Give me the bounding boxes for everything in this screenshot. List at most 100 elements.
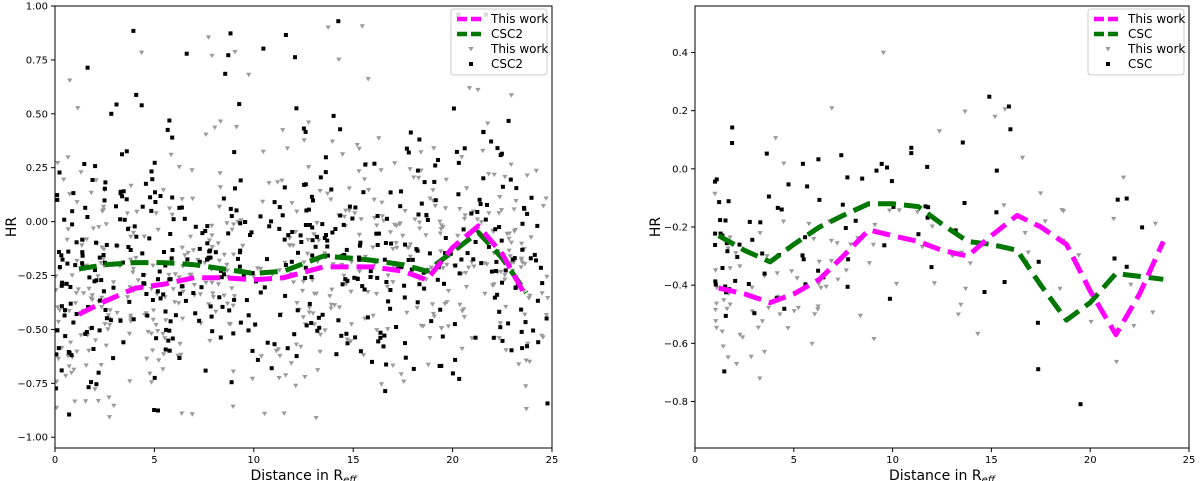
scatter-point-csc2 [339,333,344,338]
scatter-point-this-work [425,362,431,368]
scatter-point-this-work [150,348,156,353]
scatter-point-csc [925,215,930,220]
scatter-point-csc2 [64,281,69,286]
scatter-point-csc2 [540,281,545,286]
scatter-point-csc2 [377,231,381,236]
scatter-point-this-work [78,333,84,338]
scatter-point-this-work [871,337,877,342]
scatter-point-csc [925,164,930,169]
scatter-point-this-work [179,411,185,416]
scatter-point-this-work [444,262,450,268]
scatter-point-this-work [301,138,307,143]
scatter-point-this-work [508,93,514,98]
legend-square-marker [1106,62,1110,66]
scatter-point-this-work [55,356,62,362]
scatter-point-csc2 [158,296,163,301]
scatter-point-csc2 [228,31,233,36]
scatter-point-this-work [322,251,328,256]
scatter-point-this-work [486,172,492,177]
scatter-point-this-work [373,292,380,297]
scatter-point-this-work [392,161,398,166]
scatter-point-this-work [427,196,433,201]
scatter-point-this-work [404,310,410,316]
scatter-point-csc2 [80,237,85,242]
scatter-point-this-work [240,243,246,249]
scatter-point-csc2 [94,278,99,283]
scatter-point-csc2 [415,300,420,305]
scatter-point-this-work [828,259,834,264]
scatter-point-csc [779,207,784,212]
scatter-point-this-work [135,278,141,283]
scatter-point-csc2 [246,313,251,318]
scatter-point-this-work [812,312,818,317]
scatter-point-csc2 [294,106,299,111]
x-axis-label: Distance in Reff [889,468,997,481]
scatter-point-this-work [185,250,191,256]
scatter-point-this-work [114,310,120,316]
scatter-point-csc2 [205,241,210,246]
scatter-point-csc [726,199,731,204]
scatter-point-csc [839,153,844,158]
scatter-point-csc [1006,104,1011,109]
scatter-point-csc2 [59,253,64,258]
y-tick-label: 0.4 [672,48,688,59]
scatter-point-this-work [276,376,282,381]
scatter-point-csc [962,201,967,205]
scatter-point-this-work [471,264,477,269]
scatter-point-this-work [203,280,209,286]
scatter-point-this-work [327,294,333,299]
scatter-point-csc2 [286,233,291,238]
scatter-point-csc2 [56,346,61,351]
scatter-point-csc2 [147,236,152,241]
scatter-point-csc2 [451,106,456,111]
scatter-point-this-work [407,242,414,247]
scatter-point-this-work [503,304,509,310]
scatter-point-csc2 [372,161,377,166]
scatter-point-csc2 [237,102,242,107]
scatter-point-this-work [145,329,151,335]
scatter-point-this-work [356,169,362,174]
scatter-point-this-work [713,319,719,324]
scatter-point-this-work [789,269,795,274]
scatter-point-csc2 [238,178,243,183]
scatter-point-csc [929,265,934,270]
scatter-point-this-work [101,204,107,210]
scatter-point-this-work [539,291,545,296]
scatter-point-this-work [128,183,134,189]
scatter-point-csc2 [315,234,319,239]
scatter-point-csc2 [191,291,196,295]
scatter-point-csc [840,202,845,207]
scatter-point-this-work [317,349,323,355]
scatter-point-this-work [191,283,197,288]
scatter-point-this-work [67,192,73,197]
scatter-point-csc2 [307,223,312,227]
scatter-point-this-work [276,268,283,273]
scatter-point-this-work [360,353,367,358]
scatter-point-this-work [823,284,829,290]
line-series-this-work [718,212,1166,338]
scatter-point-this-work [374,223,380,228]
scatter-point-this-work [83,399,89,404]
scatter-point-csc2 [399,265,404,270]
scatter-point-csc2 [234,208,239,213]
scatter-point-this-work [213,309,219,314]
scatter-point-this-work [725,355,731,360]
scatter-point-csc2 [94,382,99,387]
x-tick-label: 25 [546,455,559,466]
scatter-point-this-work [773,136,779,141]
scatter-point-csc2 [97,255,102,260]
scatter-point-this-work [65,354,71,359]
scatter-point-this-work [962,109,968,114]
scatter-point-this-work [127,285,133,290]
scatter-point-csc2 [489,269,494,274]
scatter-point-csc2 [99,278,104,283]
scatter-point-this-work [215,282,222,287]
scatter-point-this-work [712,307,719,313]
scatter-point-csc2 [57,250,61,254]
scatter-point-this-work [88,296,94,301]
scatter-point-this-work [761,349,768,355]
scatter-point-this-work [438,249,444,254]
scatter-point-csc2 [325,244,330,249]
scatter-point-this-work [126,331,133,337]
scatter-point-this-work [352,211,358,216]
